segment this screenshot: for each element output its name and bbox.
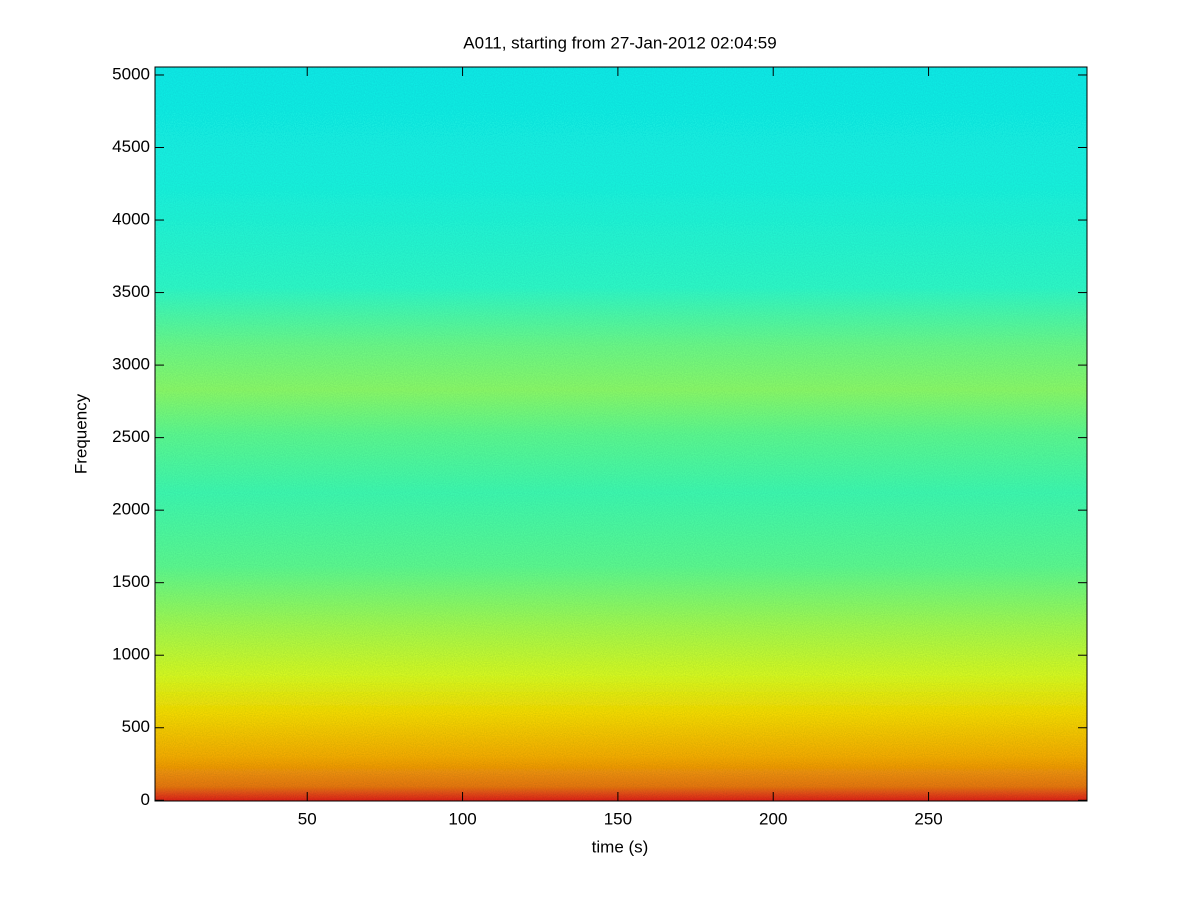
- y-tick-label: 0: [141, 790, 150, 809]
- plot-frame: [154, 66, 1088, 802]
- chart-title: A011, starting from 27-Jan-2012 02:04:59: [463, 33, 776, 52]
- y-tick-label: 2000: [112, 500, 150, 519]
- y-tick-label: 500: [122, 717, 150, 736]
- x-tick-label: 250: [914, 809, 942, 828]
- y-tick-label: 4500: [112, 137, 150, 156]
- x-tick-label: 50: [298, 809, 317, 828]
- y-tick-label: 4000: [112, 210, 150, 229]
- y-tick-label: 3500: [112, 282, 150, 301]
- y-tick-label: 2500: [112, 427, 150, 446]
- x-axis-label: time (s): [592, 837, 649, 856]
- x-tick-label: 100: [448, 809, 476, 828]
- spectrogram-image: [155, 67, 1087, 801]
- y-axis-label: Frequency: [71, 393, 90, 474]
- y-tick-label: 1000: [112, 645, 150, 664]
- x-tick-label: 200: [759, 809, 787, 828]
- y-tick-label: 5000: [112, 64, 150, 83]
- y-tick-label: 1500: [112, 572, 150, 591]
- y-tick-label: 3000: [112, 355, 150, 374]
- x-tick-label: 150: [604, 809, 632, 828]
